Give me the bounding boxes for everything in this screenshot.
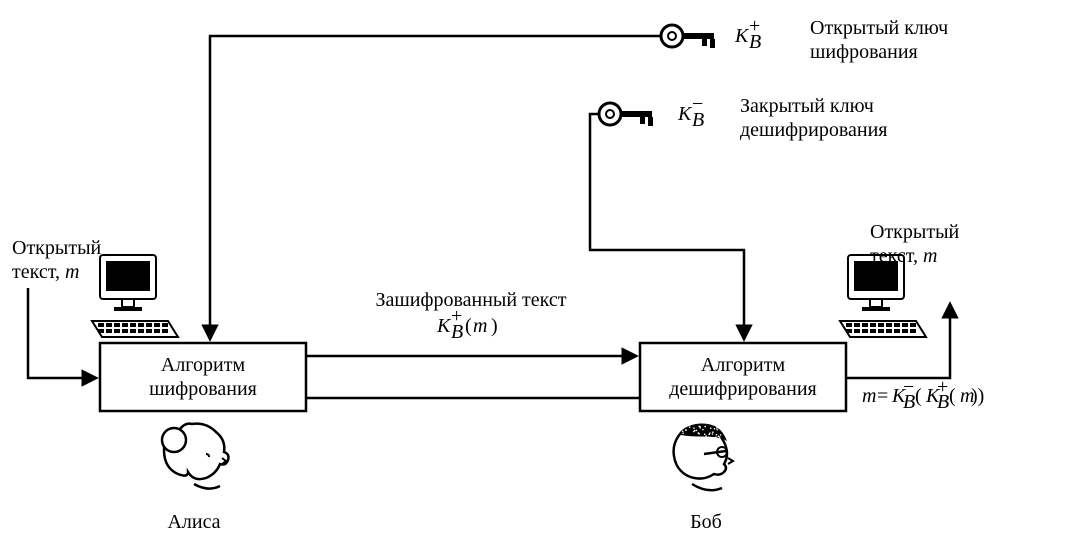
svg-text:=: = <box>877 385 888 407</box>
plaintext-in-arrow <box>28 288 96 378</box>
public-key-label: Открытый ключшифрования <box>810 17 948 63</box>
svg-text:): ) <box>491 315 498 337</box>
svg-text:(: ( <box>465 315 472 337</box>
ciphertext-label: Зашифрованный текст <box>375 289 566 311</box>
alice-icon <box>162 424 229 489</box>
alice-name: Алиса <box>167 511 220 533</box>
private-key-icon <box>599 103 653 126</box>
svg-text:−: − <box>692 93 703 115</box>
plaintext-out-label: Открытыйтекст, m <box>870 221 960 267</box>
svg-text:+: + <box>749 15 760 37</box>
plaintext-in-label: Открытыйтекст, m <box>12 237 102 283</box>
svg-text:(: ( <box>949 385 956 407</box>
svg-text:+: + <box>937 376 948 398</box>
svg-text:K: K <box>677 103 693 125</box>
svg-text:−: − <box>903 376 914 398</box>
private-key-arrow <box>590 114 744 339</box>
svg-text:K: K <box>436 315 452 337</box>
equation: m=KB−(KB+(m)) <box>862 376 984 413</box>
alice-computer-icon <box>92 255 178 337</box>
bob-icon <box>674 424 733 490</box>
private-key-label: Закрытый ключдешифрирования <box>740 95 887 141</box>
public-key-icon <box>661 25 715 48</box>
svg-text:)): )) <box>971 385 984 407</box>
svg-text:K: K <box>734 25 750 47</box>
svg-text:(: ( <box>915 385 922 407</box>
svg-text:+: + <box>451 305 462 327</box>
plaintext-out-arrow <box>846 304 950 378</box>
bob-computer-icon <box>840 255 926 337</box>
public-key-symbol: KB+ <box>734 15 761 53</box>
bob-name: Боб <box>690 511 722 533</box>
svg-text:m: m <box>862 385 876 407</box>
svg-text:m: m <box>473 315 487 337</box>
private-key-symbol: KB− <box>677 93 704 131</box>
